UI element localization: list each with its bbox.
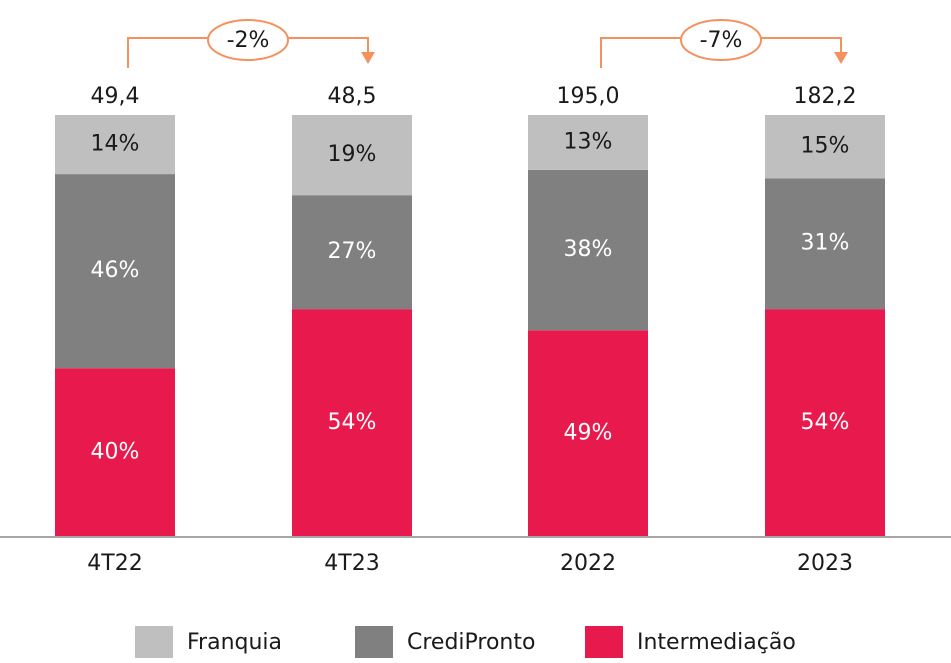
value-label: 15% [801, 134, 850, 159]
bar-segment [55, 115, 175, 175]
growth-bubble [207, 19, 289, 61]
total-label: 49,4 [91, 84, 140, 109]
legend-label: CrediPronto [407, 630, 535, 655]
legend-swatch [135, 626, 173, 658]
bar-segment [765, 309, 885, 537]
value-label: 54% [801, 410, 850, 435]
legend-label: Franquia [187, 630, 282, 655]
x-tick-label: 4T23 [324, 551, 379, 576]
legend-swatch [585, 626, 623, 658]
total-label: 48,5 [328, 84, 377, 109]
bar-segment [292, 195, 412, 310]
value-label: 49% [564, 421, 613, 446]
legend-swatch [355, 626, 393, 658]
value-label: 13% [564, 129, 613, 154]
x-tick-label: 2023 [797, 551, 853, 576]
bar-segment [292, 309, 412, 537]
bar-segment [765, 178, 885, 310]
legend-label: Intermediação [637, 630, 796, 655]
total-label: 195,0 [557, 84, 620, 109]
bar-segment [292, 115, 412, 196]
growth-bubble [680, 19, 762, 61]
growth-arrowhead [361, 52, 375, 64]
bar-segment [55, 368, 175, 537]
value-label: 38% [564, 237, 613, 262]
value-label: 19% [328, 142, 377, 167]
bar-segment [55, 174, 175, 369]
bar-segment [528, 115, 648, 170]
bar-segment [528, 330, 648, 537]
bar-segment [765, 115, 885, 179]
bar-segment [528, 169, 648, 331]
growth-arrowhead [834, 52, 848, 64]
x-tick-label: 2022 [560, 551, 616, 576]
growth-label: -2% [227, 28, 270, 53]
value-label: 46% [91, 258, 140, 283]
value-label: 31% [801, 231, 850, 256]
x-tick-label: 4T22 [87, 551, 142, 576]
value-label: 54% [328, 410, 377, 435]
growth-label: -7% [700, 28, 743, 53]
value-label: 27% [328, 239, 377, 264]
value-label: 14% [91, 132, 140, 157]
total-label: 182,2 [794, 84, 857, 109]
value-label: 40% [91, 440, 140, 465]
